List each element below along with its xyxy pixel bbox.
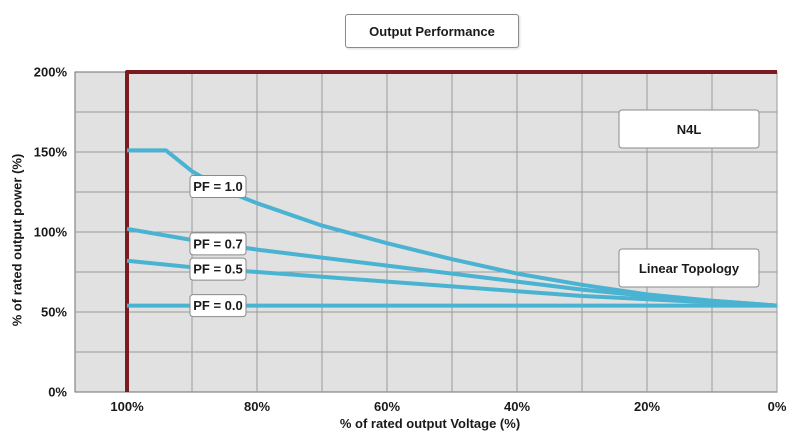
- series-label-text: PF = 0.5: [193, 262, 243, 277]
- chart-title: Output Performance: [345, 14, 519, 48]
- y-tick-label: 150%: [34, 145, 68, 160]
- annotation-linear-text: Linear Topology: [639, 261, 740, 276]
- series-label: PF = 1.0: [189, 175, 247, 199]
- x-axis-label: % of rated output Voltage (%): [339, 416, 521, 431]
- annotation-n4l-text: N4L: [677, 122, 702, 137]
- y-tick-label: 0%: [48, 385, 67, 400]
- series-label-text: PF = 1.0: [193, 179, 243, 194]
- y-tick-label: 200%: [34, 65, 68, 80]
- series-label-box: [189, 257, 247, 281]
- x-tick-label: 0%: [768, 399, 787, 414]
- y-axis-label: % of rated output power (%): [9, 153, 25, 327]
- x-tick-label: 60%: [374, 399, 400, 414]
- series-label-box: [189, 232, 247, 256]
- series-label-text: PF = 0.7: [193, 236, 243, 251]
- x-tick-label: 100%: [110, 399, 144, 414]
- series-line-n4l: [125, 70, 777, 392]
- annotation-n4l-box: [618, 109, 760, 149]
- series-label: PF = 0.5: [189, 257, 247, 281]
- series-label-text: PF = 0.0: [193, 298, 243, 313]
- annotation-linear-box: [618, 248, 760, 288]
- series-label: PF = 0.0: [189, 294, 247, 318]
- tick-labels: 100% 80% 60% 40% 20% 0% 200% 150% 100% 50% 0%: [34, 65, 787, 415]
- x-tick-label: 80%: [244, 399, 270, 414]
- annotation-linear-topology: Linear Topology: [618, 248, 760, 288]
- series-label-box: [189, 175, 247, 199]
- annotation-n4l: N4L: [618, 109, 760, 149]
- y-tick-label: 50%: [41, 305, 67, 320]
- series-label: PF = 0.7: [189, 232, 247, 256]
- x-tick-label: 20%: [634, 399, 660, 414]
- x-tick-label: 40%: [504, 399, 530, 414]
- series-label-box: [189, 294, 247, 318]
- series-labels: PF = 1.0 PF = 0.7 PF = 0.5 PF = 0.0 N4L Linea…: [189, 109, 760, 318]
- y-tick-label: 100%: [34, 225, 68, 240]
